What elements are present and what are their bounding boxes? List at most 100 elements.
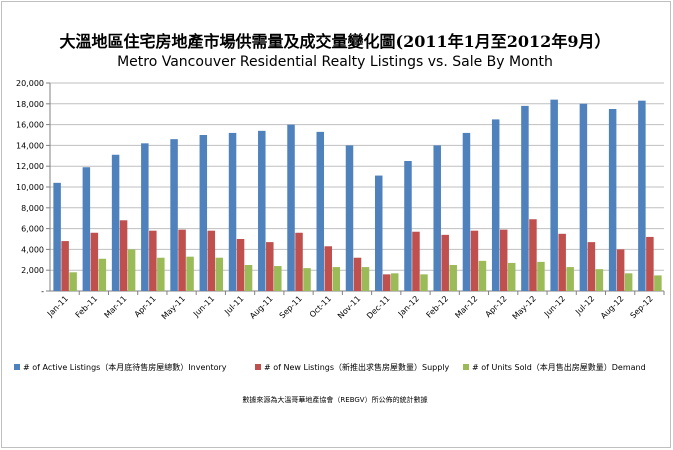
bar-demand bbox=[98, 258, 107, 291]
y-tick-label: 12,000 bbox=[16, 162, 44, 171]
bar-inventory bbox=[462, 132, 471, 291]
bar-inventory bbox=[170, 139, 178, 291]
bar-supply bbox=[382, 274, 391, 291]
bar-demand bbox=[361, 267, 370, 291]
x-tick-label: Mar-11 bbox=[103, 294, 129, 320]
x-tick-label: Mar-12 bbox=[453, 294, 479, 320]
chart-title: 大溫地區住宅房地產市場供需量及成交量變化圖(2011年1月至2012年9月） bbox=[60, 32, 611, 51]
x-tick-label: Feb-12 bbox=[425, 294, 451, 320]
bar-supply bbox=[324, 246, 333, 291]
bar-demand bbox=[566, 267, 574, 291]
bar-supply bbox=[207, 230, 216, 291]
x-axis-ticks: Jan-11 Feb-11 Mar-11 Apr-11 May-11 Jun-11 Jul-… bbox=[45, 294, 655, 321]
y-tick-label: 16,000 bbox=[16, 121, 44, 130]
y-tick-label: 6,000 bbox=[21, 225, 44, 234]
x-tick-label: Aug-11 bbox=[248, 294, 275, 321]
bar-demand bbox=[595, 269, 604, 291]
bar-inventory bbox=[258, 130, 266, 291]
x-tick-label: Apr-12 bbox=[484, 294, 509, 319]
bar-demand bbox=[478, 260, 487, 291]
x-tick-label: Oct-11 bbox=[308, 294, 333, 319]
bar-demand bbox=[186, 256, 194, 291]
x-tick-label: Sep-12 bbox=[629, 294, 655, 320]
x-tick-label: May-12 bbox=[511, 294, 538, 321]
bar-inventory bbox=[111, 154, 120, 291]
bar-inventory bbox=[199, 135, 208, 291]
bar-supply bbox=[470, 230, 479, 291]
bar-supply bbox=[587, 242, 596, 291]
y-tick-label: 4,000 bbox=[21, 245, 44, 254]
bar-demand bbox=[69, 272, 77, 291]
legend: # of Active Listings（本月底待售房屋總數）Inventory… bbox=[14, 362, 646, 372]
bar-supply bbox=[236, 239, 245, 291]
y-tick-label: - bbox=[41, 287, 44, 296]
x-tick-label: Apr-11 bbox=[133, 294, 158, 319]
legend-swatch bbox=[463, 364, 469, 370]
bar-demand bbox=[332, 267, 341, 291]
x-tick-label: Jan-11 bbox=[45, 294, 70, 319]
x-tick-label: Feb-11 bbox=[74, 294, 100, 320]
bar-series bbox=[53, 99, 662, 292]
bar-inventory bbox=[316, 131, 325, 291]
bar-demand bbox=[215, 257, 224, 291]
y-tick-label: 20,000 bbox=[16, 79, 44, 88]
legend-swatch bbox=[14, 364, 20, 370]
bar-demand bbox=[507, 262, 516, 291]
x-tick-label: Jul-12 bbox=[573, 294, 596, 317]
x-tick-label: Nov-11 bbox=[336, 294, 362, 320]
bar-demand bbox=[274, 266, 282, 291]
bar-demand bbox=[127, 249, 136, 291]
bar-supply bbox=[90, 232, 99, 291]
bar-supply bbox=[412, 231, 420, 291]
x-tick-label: Jul-11 bbox=[222, 294, 245, 317]
bar-inventory bbox=[53, 182, 61, 291]
bar-inventory bbox=[491, 119, 500, 292]
legend-label: # of Units Sold（本月售出房屋數量）Demand bbox=[472, 362, 646, 372]
bar-supply bbox=[646, 236, 654, 291]
bar-inventory bbox=[608, 109, 617, 291]
y-tick-label: 2,000 bbox=[21, 266, 44, 275]
bar-supply bbox=[441, 234, 449, 291]
x-tick-label: Sep-11 bbox=[278, 294, 304, 320]
legend-label: # of New Listings（新推出求售房屋數量）Supply bbox=[264, 362, 450, 372]
bar-inventory bbox=[404, 161, 412, 291]
bar-supply bbox=[558, 233, 566, 291]
bar-inventory bbox=[579, 103, 588, 291]
bar-demand bbox=[624, 273, 633, 291]
chart-subtitle: Metro Vancouver Residential Realty Listi… bbox=[117, 54, 553, 70]
legend-label: # of Active Listings（本月底待售房屋總數）Inventory bbox=[23, 362, 227, 372]
bar-supply bbox=[178, 229, 186, 291]
bar-supply bbox=[149, 230, 157, 291]
bar-supply bbox=[499, 229, 508, 291]
x-tick-label: Aug-12 bbox=[599, 294, 626, 321]
bar-inventory bbox=[345, 145, 354, 291]
bar-demand bbox=[449, 265, 457, 291]
legend-swatch bbox=[255, 364, 261, 370]
bar-supply bbox=[353, 257, 362, 291]
bar-inventory bbox=[287, 124, 295, 291]
bar-inventory bbox=[141, 143, 149, 291]
bar-supply bbox=[61, 241, 69, 291]
bar-supply bbox=[295, 232, 303, 291]
bar-inventory bbox=[374, 175, 383, 291]
x-tick-label: Jan-12 bbox=[396, 294, 421, 319]
bar-inventory bbox=[433, 145, 441, 291]
bar-demand bbox=[157, 257, 165, 291]
bar-inventory bbox=[521, 105, 529, 291]
bar-supply bbox=[529, 219, 537, 291]
bar-demand bbox=[303, 268, 311, 291]
bar-demand bbox=[244, 265, 253, 291]
x-tick-label: Dec-11 bbox=[365, 294, 392, 321]
bar-supply bbox=[119, 220, 128, 291]
bar-demand bbox=[390, 273, 399, 291]
bar-inventory bbox=[550, 99, 558, 291]
y-tick-label: 14,000 bbox=[16, 141, 44, 150]
y-axis-ticks: - 2,000 4,000 6,000 8,000 10,000 12,000 14,000 1… bbox=[16, 79, 44, 296]
bar-inventory bbox=[82, 167, 91, 291]
y-tick-label: 10,000 bbox=[16, 183, 44, 192]
x-tick-label: May-11 bbox=[160, 294, 187, 321]
bar-demand bbox=[654, 275, 662, 291]
x-tick-label: Jun-11 bbox=[191, 294, 216, 319]
